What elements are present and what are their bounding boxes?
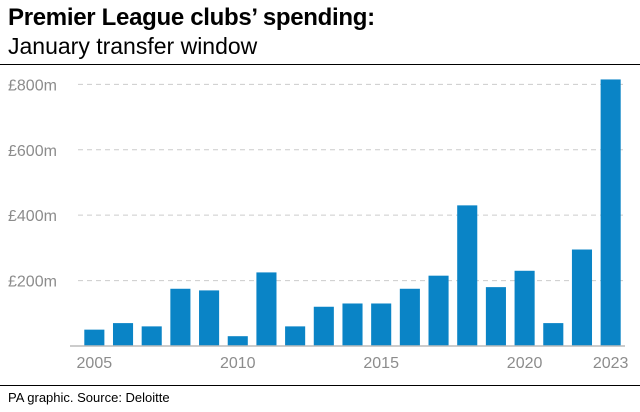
bar-2022 <box>571 249 593 346</box>
x-tick-label: 2015 <box>363 355 399 372</box>
bar-2014 <box>342 303 363 346</box>
bar-2013 <box>313 306 334 346</box>
bar-2005 <box>84 329 105 346</box>
header-rule <box>0 64 640 65</box>
bar-chart: £200m £400m £600m £800m 2005 2010 2015 2020 2023 <box>8 77 629 372</box>
bar-2012 <box>285 326 306 346</box>
bar-2010 <box>227 336 248 346</box>
bar-2011 <box>256 272 277 346</box>
x-tick-label: 2023 <box>593 355 629 372</box>
bar-2020 <box>514 270 535 346</box>
bar-2018 <box>457 205 478 346</box>
bar-2021 <box>543 323 564 346</box>
y-tick-label: £400m <box>8 208 57 225</box>
chart-subtitle: January transfer window <box>8 33 258 59</box>
bar-2017 <box>428 275 449 346</box>
y-tick-label: £200m <box>8 274 57 291</box>
chart-title: Premier League clubs’ spending: <box>8 4 375 31</box>
bar-2023 <box>600 79 621 347</box>
bar-2007 <box>141 326 162 346</box>
x-tick-label: 2010 <box>220 355 256 372</box>
x-tick-label: 2020 <box>507 355 543 372</box>
bar-2016 <box>399 288 420 346</box>
bar-2009 <box>199 290 220 346</box>
bar-2019 <box>485 287 506 346</box>
x-tick-label: 2005 <box>77 355 113 372</box>
y-tick-label: £600m <box>8 143 57 160</box>
source-credit: PA graphic. Source: Deloitte <box>8 390 170 405</box>
footer-rule <box>0 385 640 386</box>
bar-2015 <box>371 303 392 346</box>
bar-2008 <box>170 288 191 346</box>
y-tick-label: £800m <box>8 77 57 94</box>
bar-2006 <box>112 323 134 346</box>
